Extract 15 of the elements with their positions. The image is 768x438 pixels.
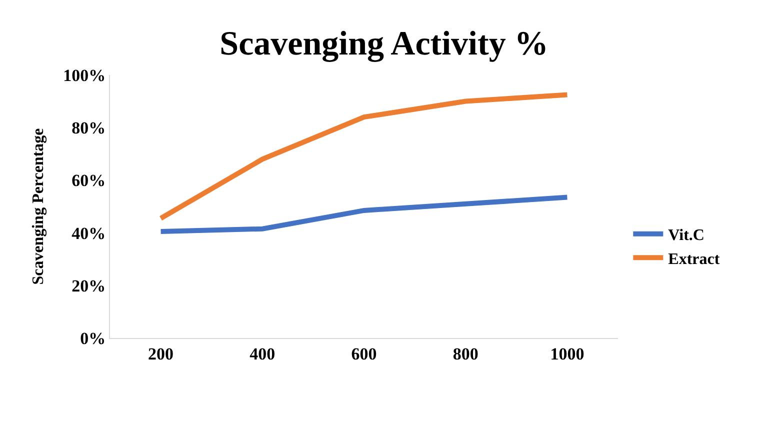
y-tick-label: 40% — [72, 224, 106, 243]
chart-title: Scavenging Activity % — [220, 25, 548, 62]
y-tick-label: 0% — [80, 328, 106, 348]
y-tick-label: 100% — [63, 66, 106, 85]
y-tick-label: 80% — [72, 118, 106, 138]
legend-label: Vit.C — [668, 227, 704, 244]
x-tick-label: 200 — [148, 344, 174, 364]
x-tick-label: 600 — [351, 344, 377, 364]
y-axis-title: Scavenging Percentage — [30, 128, 47, 285]
x-tick-label: 1000 — [550, 344, 584, 364]
legend-label: Extract — [668, 250, 720, 268]
x-tick-label: 800 — [452, 344, 478, 364]
x-tick-label: 400 — [250, 344, 276, 364]
y-tick-label: 60% — [72, 171, 106, 190]
y-tick-label: 20% — [72, 276, 106, 296]
